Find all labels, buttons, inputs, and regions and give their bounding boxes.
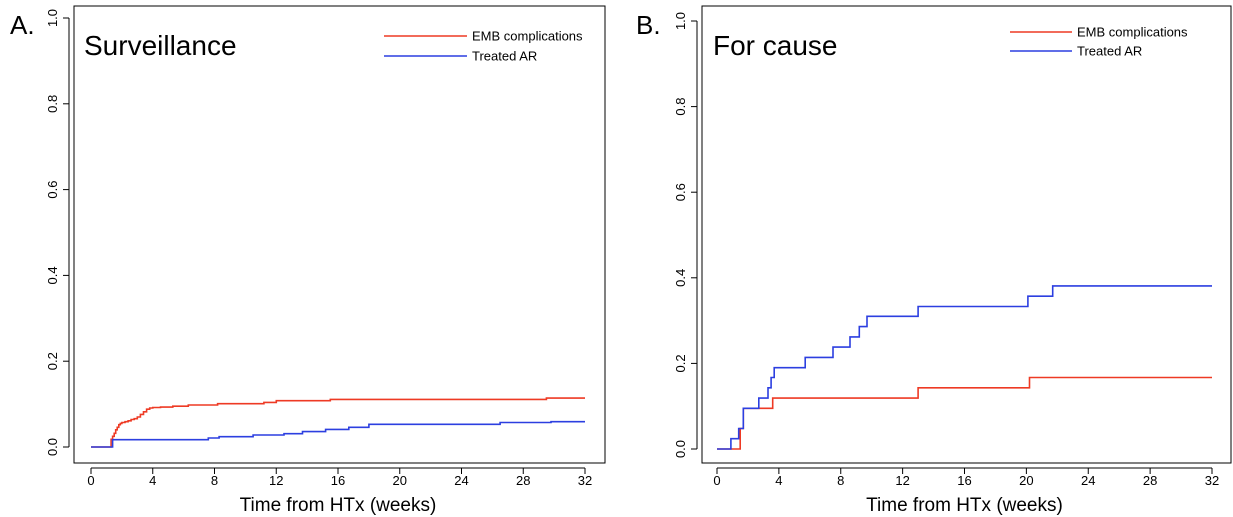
panel-title: Surveillance <box>84 30 237 61</box>
y-tick-label: 0.2 <box>673 354 688 372</box>
x-tick-label: 16 <box>331 473 345 488</box>
y-tick-label: 0.0 <box>673 440 688 458</box>
x-tick-label: 4 <box>775 473 782 488</box>
plot-frame <box>73 5 606 464</box>
y-tick-label: 0.0 <box>45 438 60 456</box>
series-line-emb-complications <box>717 376 1212 450</box>
legend: EMB complications Treated AR <box>384 29 583 64</box>
x-tick-label: 16 <box>957 473 971 488</box>
panel-b: B. For cause 0 4 8 12 16 20 24 28 32 Time from HTx … <box>636 5 1232 516</box>
y-tick-label: 1.0 <box>45 9 60 27</box>
legend-label: Treated AR <box>1077 44 1142 59</box>
series-line-emb-complications <box>91 397 585 448</box>
y-tick-label: 1.0 <box>673 12 688 30</box>
y-tick-label: 0.8 <box>45 95 60 113</box>
x-tick-label: 32 <box>1205 473 1219 488</box>
x-tick-label: 12 <box>895 473 909 488</box>
x-tick-label: 24 <box>1081 473 1095 488</box>
y-tick-label: 0.6 <box>45 181 60 199</box>
legend-label: EMB complications <box>472 29 583 44</box>
panel-label: A. <box>10 10 35 40</box>
panel-label: B. <box>636 10 661 40</box>
y-tick-label: 0.4 <box>673 269 688 287</box>
x-tick-label: 0 <box>713 473 720 488</box>
y-tick-label: 0.2 <box>45 352 60 370</box>
y-tick-label: 0.6 <box>673 183 688 201</box>
x-tick-label: 28 <box>1143 473 1157 488</box>
x-tick-label: 8 <box>211 473 218 488</box>
x-tick-label: 12 <box>269 473 283 488</box>
x-tick-label: 0 <box>87 473 94 488</box>
x-tick-label: 24 <box>454 473 468 488</box>
y-tick-label: 0.4 <box>45 266 60 284</box>
panel-title: For cause <box>713 30 838 61</box>
x-tick-label: 20 <box>393 473 407 488</box>
series-line-treated-ar <box>717 285 1212 450</box>
legend: EMB complications Treated AR <box>1010 25 1188 59</box>
plot-frame <box>701 5 1232 464</box>
legend-label: EMB complications <box>1077 25 1188 40</box>
x-tick-label: 8 <box>837 473 844 488</box>
y-tick-label: 0.8 <box>673 98 688 116</box>
series-line-treated-ar <box>91 420 585 448</box>
x-axis-title: Time from HTx (weeks) <box>866 495 1063 516</box>
x-tick-label: 20 <box>1019 473 1033 488</box>
panel-a: A. Surveillance 0 4 8 12 16 20 24 28 32 Time from H… <box>10 5 606 516</box>
x-tick-label: 4 <box>149 473 156 488</box>
legend-label: Treated AR <box>472 49 537 64</box>
x-tick-label: 28 <box>516 473 530 488</box>
x-tick-label: 32 <box>578 473 592 488</box>
x-axis-title: Time from HTx (weeks) <box>240 495 437 516</box>
